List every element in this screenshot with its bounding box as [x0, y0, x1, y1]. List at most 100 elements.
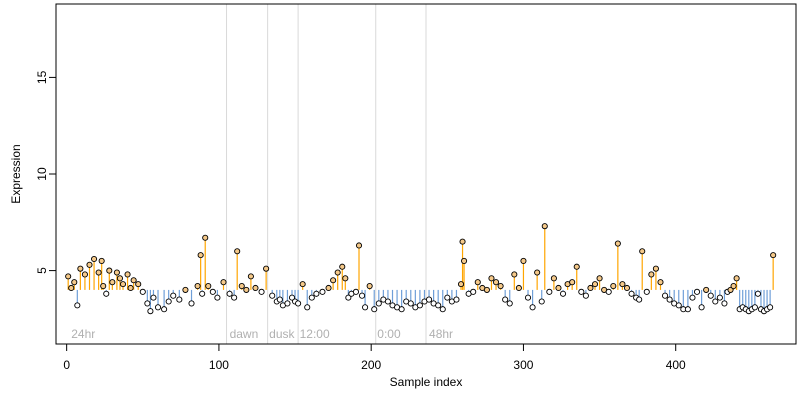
- x-tick-label: 300: [513, 358, 533, 372]
- data-point: [550, 275, 557, 282]
- data-point: [721, 300, 728, 307]
- data-point: [247, 273, 254, 280]
- data-point: [74, 302, 81, 309]
- data-point: [325, 284, 332, 292]
- data-point: [231, 294, 238, 301]
- data-point: [362, 304, 369, 311]
- data-point: [614, 240, 621, 247]
- data-point: [71, 279, 78, 286]
- data-point: [358, 292, 366, 299]
- data-point: [693, 288, 701, 295]
- data-point: [555, 284, 562, 292]
- data-point: [188, 300, 195, 307]
- data-point: [154, 304, 162, 311]
- data-point: [234, 248, 241, 255]
- data-point: [573, 263, 580, 270]
- data-point: [276, 296, 283, 303]
- data-point: [538, 298, 545, 305]
- data-point: [339, 263, 346, 270]
- data-point: [77, 265, 84, 272]
- data-point: [524, 294, 532, 301]
- data-point: [587, 284, 594, 292]
- data-point: [754, 290, 761, 297]
- data-point: [334, 269, 341, 276]
- data-point: [161, 306, 168, 313]
- data-point: [492, 279, 500, 286]
- data-point: [197, 252, 204, 259]
- data-point: [470, 288, 477, 295]
- data-point: [243, 286, 250, 293]
- y-tick-label: 15: [35, 70, 49, 84]
- data-point: [308, 294, 315, 301]
- data-point: [288, 294, 296, 301]
- data-point: [515, 284, 522, 292]
- data-point: [457, 281, 465, 288]
- data-point: [269, 292, 276, 299]
- data-point: [170, 292, 177, 299]
- data-point: [648, 271, 655, 278]
- data-point: [684, 306, 691, 313]
- data-point: [100, 282, 107, 290]
- x-axis: 0 100 200 300 400: [63, 343, 686, 372]
- data-point: [483, 286, 490, 293]
- phase-label: 0:00: [377, 327, 401, 341]
- x-axis-title: Sample index: [390, 375, 463, 389]
- data-point: [202, 234, 209, 241]
- data-point: [727, 286, 734, 293]
- data-point: [165, 298, 172, 305]
- data-point: [127, 284, 134, 292]
- data-point: [398, 306, 405, 313]
- data-point: [182, 286, 189, 293]
- phase-label: 12:00: [300, 327, 330, 341]
- x-tick-label: 400: [666, 358, 686, 372]
- data-point: [407, 300, 414, 307]
- data-point: [453, 296, 460, 303]
- data-point: [716, 294, 723, 301]
- data-point: [652, 265, 659, 272]
- data-point: [209, 288, 216, 295]
- data-point: [730, 282, 737, 290]
- phase-labels: 24hr dawn dusk 12:00 0:00 48hr: [71, 327, 453, 341]
- data-point: [619, 281, 626, 288]
- data-point: [103, 290, 110, 297]
- data-point: [284, 300, 291, 307]
- data-point: [698, 304, 705, 311]
- data-point: [733, 275, 740, 282]
- data-point: [636, 296, 643, 303]
- data-point: [623, 284, 631, 292]
- data-point: [214, 294, 221, 301]
- x-tick-label: 100: [209, 358, 229, 372]
- data-point: [596, 275, 603, 282]
- data-point: [546, 288, 553, 295]
- data-point: [435, 302, 442, 309]
- data-point: [675, 302, 682, 309]
- data-point: [591, 281, 599, 288]
- data-point: [355, 242, 363, 249]
- data-point: [605, 288, 612, 295]
- data-point: [459, 238, 466, 245]
- y-tick-label: 5: [35, 267, 49, 274]
- data-point: [109, 279, 116, 286]
- data-point: [578, 288, 585, 295]
- data-point: [639, 248, 646, 255]
- data-point: [506, 300, 513, 307]
- data-point: [461, 257, 468, 264]
- data-point: [116, 275, 124, 282]
- y-tick-label: 10: [35, 167, 49, 181]
- data-point: [68, 284, 75, 292]
- data-point: [657, 279, 664, 286]
- phase-label: dusk: [269, 327, 295, 341]
- data-point: [106, 267, 113, 274]
- data-point: [81, 271, 88, 278]
- data-point: [252, 284, 259, 292]
- data-point: [474, 279, 481, 286]
- data-point: [371, 306, 378, 313]
- data-point: [559, 290, 567, 297]
- data-point: [295, 300, 302, 307]
- data-point: [751, 304, 758, 311]
- phase-label: 48hr: [429, 327, 453, 341]
- data-point: [91, 255, 98, 263]
- points-group: [65, 223, 777, 315]
- phase-label: 24hr: [71, 327, 95, 341]
